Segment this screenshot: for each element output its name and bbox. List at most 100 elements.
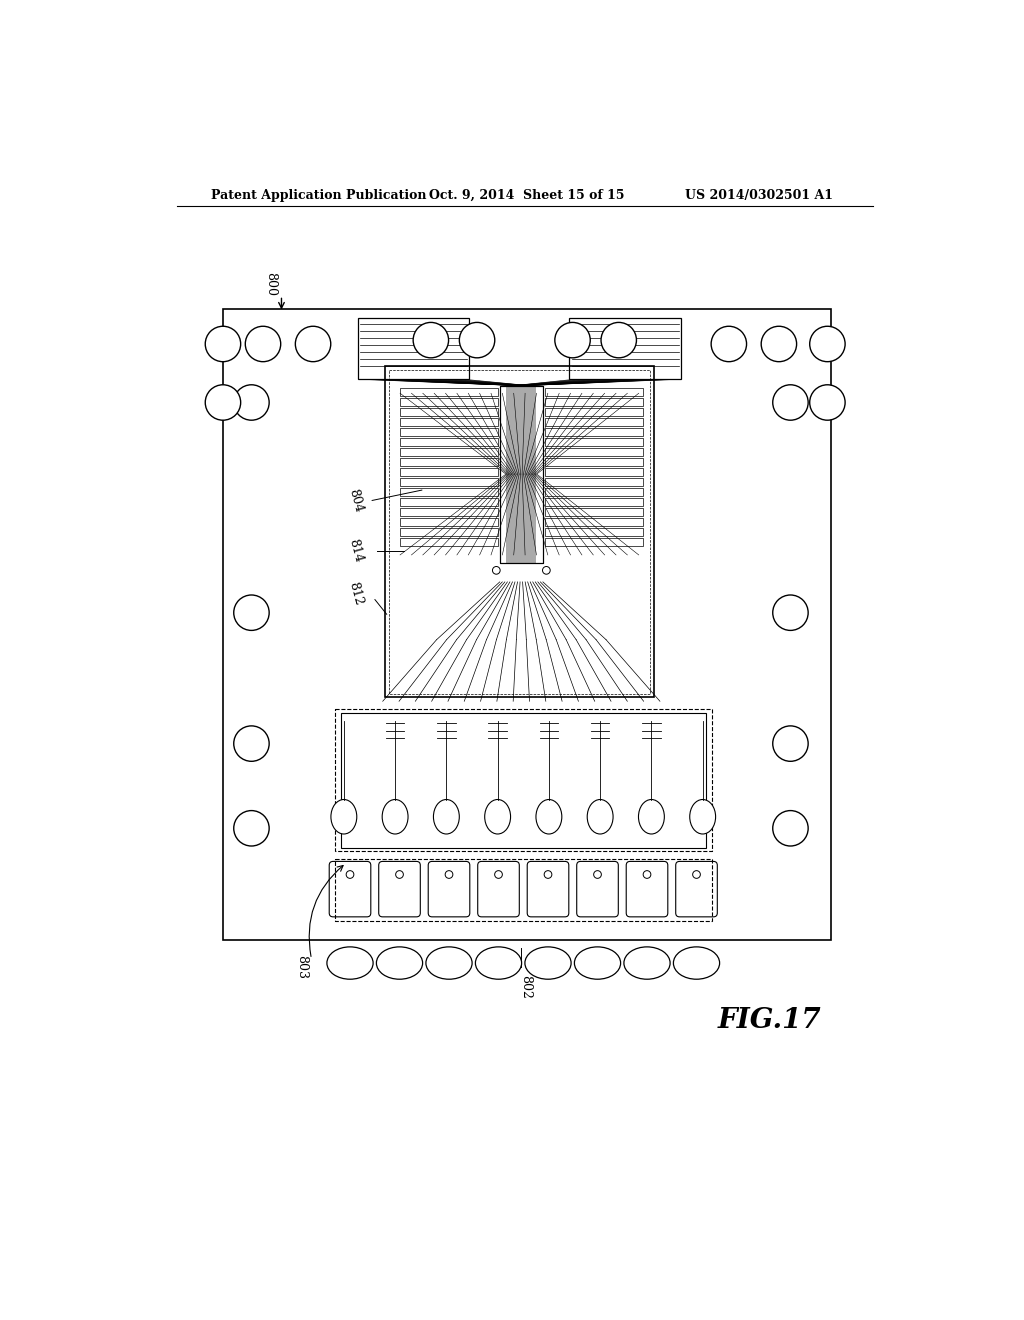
Circle shape bbox=[495, 871, 503, 878]
Bar bbox=[545, 508, 643, 516]
Bar bbox=[545, 397, 643, 405]
Ellipse shape bbox=[426, 946, 472, 979]
Text: 812: 812 bbox=[347, 581, 366, 607]
Circle shape bbox=[692, 871, 700, 878]
Circle shape bbox=[594, 871, 601, 878]
Bar bbox=[500, 385, 543, 562]
Ellipse shape bbox=[331, 800, 356, 834]
Text: Sheet 15 of 15: Sheet 15 of 15 bbox=[523, 189, 625, 202]
Circle shape bbox=[810, 385, 845, 420]
Circle shape bbox=[601, 322, 637, 358]
Bar bbox=[400, 418, 498, 425]
Ellipse shape bbox=[587, 800, 613, 834]
Circle shape bbox=[395, 871, 403, 878]
Circle shape bbox=[445, 871, 453, 878]
Text: 803: 803 bbox=[295, 954, 307, 979]
Ellipse shape bbox=[574, 946, 621, 979]
Bar bbox=[545, 388, 643, 396]
Ellipse shape bbox=[382, 800, 408, 834]
Circle shape bbox=[810, 326, 845, 362]
Text: 804: 804 bbox=[347, 488, 366, 515]
Circle shape bbox=[233, 385, 269, 420]
Circle shape bbox=[413, 322, 449, 358]
Bar bbox=[545, 539, 643, 545]
Bar bbox=[341, 713, 706, 847]
Circle shape bbox=[205, 385, 241, 420]
Bar bbox=[500, 385, 543, 562]
Circle shape bbox=[773, 810, 808, 846]
Text: 814: 814 bbox=[347, 537, 366, 565]
Circle shape bbox=[773, 385, 808, 420]
Bar bbox=[400, 388, 498, 396]
Bar bbox=[545, 408, 643, 416]
Ellipse shape bbox=[525, 946, 571, 979]
Bar bbox=[545, 418, 643, 425]
Bar bbox=[400, 539, 498, 545]
Circle shape bbox=[543, 566, 550, 574]
Bar bbox=[400, 508, 498, 516]
Bar bbox=[400, 488, 498, 496]
Ellipse shape bbox=[475, 946, 521, 979]
Bar bbox=[357, 318, 469, 379]
Bar bbox=[400, 458, 498, 466]
Bar bbox=[223, 309, 831, 940]
Ellipse shape bbox=[536, 800, 562, 834]
Bar bbox=[335, 859, 712, 921]
Circle shape bbox=[346, 871, 354, 878]
Bar bbox=[400, 517, 498, 525]
Circle shape bbox=[233, 810, 269, 846]
Circle shape bbox=[773, 726, 808, 762]
Circle shape bbox=[555, 322, 590, 358]
Bar bbox=[545, 517, 643, 525]
Ellipse shape bbox=[377, 946, 423, 979]
Bar bbox=[400, 469, 498, 475]
Circle shape bbox=[295, 326, 331, 362]
Ellipse shape bbox=[433, 800, 460, 834]
Text: FIG.17: FIG.17 bbox=[718, 1007, 821, 1035]
Ellipse shape bbox=[639, 800, 665, 834]
Bar bbox=[400, 397, 498, 405]
Text: Patent Application Publication: Patent Application Publication bbox=[211, 189, 427, 202]
Bar bbox=[545, 428, 643, 436]
Text: 800: 800 bbox=[264, 272, 278, 296]
Ellipse shape bbox=[327, 946, 373, 979]
Text: 802: 802 bbox=[519, 974, 531, 998]
Bar bbox=[569, 318, 681, 379]
Circle shape bbox=[205, 326, 241, 362]
Circle shape bbox=[233, 595, 269, 631]
Bar bbox=[545, 469, 643, 475]
Bar bbox=[400, 528, 498, 536]
Ellipse shape bbox=[674, 946, 720, 979]
Bar bbox=[400, 498, 498, 506]
Bar bbox=[545, 458, 643, 466]
Bar bbox=[385, 367, 654, 697]
Circle shape bbox=[460, 322, 495, 358]
Circle shape bbox=[544, 871, 552, 878]
Bar bbox=[506, 385, 537, 562]
Bar bbox=[545, 438, 643, 446]
Ellipse shape bbox=[484, 800, 511, 834]
Circle shape bbox=[761, 326, 797, 362]
Bar bbox=[545, 528, 643, 536]
Bar bbox=[388, 370, 650, 693]
Bar bbox=[545, 498, 643, 506]
Bar bbox=[400, 408, 498, 416]
Bar bbox=[335, 709, 712, 851]
Text: Oct. 9, 2014: Oct. 9, 2014 bbox=[429, 189, 515, 202]
Circle shape bbox=[233, 726, 269, 762]
Ellipse shape bbox=[690, 800, 716, 834]
Ellipse shape bbox=[624, 946, 670, 979]
Bar bbox=[400, 447, 498, 455]
Circle shape bbox=[643, 871, 651, 878]
Bar bbox=[400, 478, 498, 486]
Bar bbox=[400, 438, 498, 446]
Circle shape bbox=[711, 326, 746, 362]
Circle shape bbox=[493, 566, 500, 574]
Bar bbox=[400, 428, 498, 436]
Bar bbox=[545, 488, 643, 496]
Bar bbox=[545, 478, 643, 486]
Text: US 2014/0302501 A1: US 2014/0302501 A1 bbox=[685, 189, 833, 202]
Circle shape bbox=[773, 595, 808, 631]
Bar bbox=[545, 447, 643, 455]
Circle shape bbox=[246, 326, 281, 362]
